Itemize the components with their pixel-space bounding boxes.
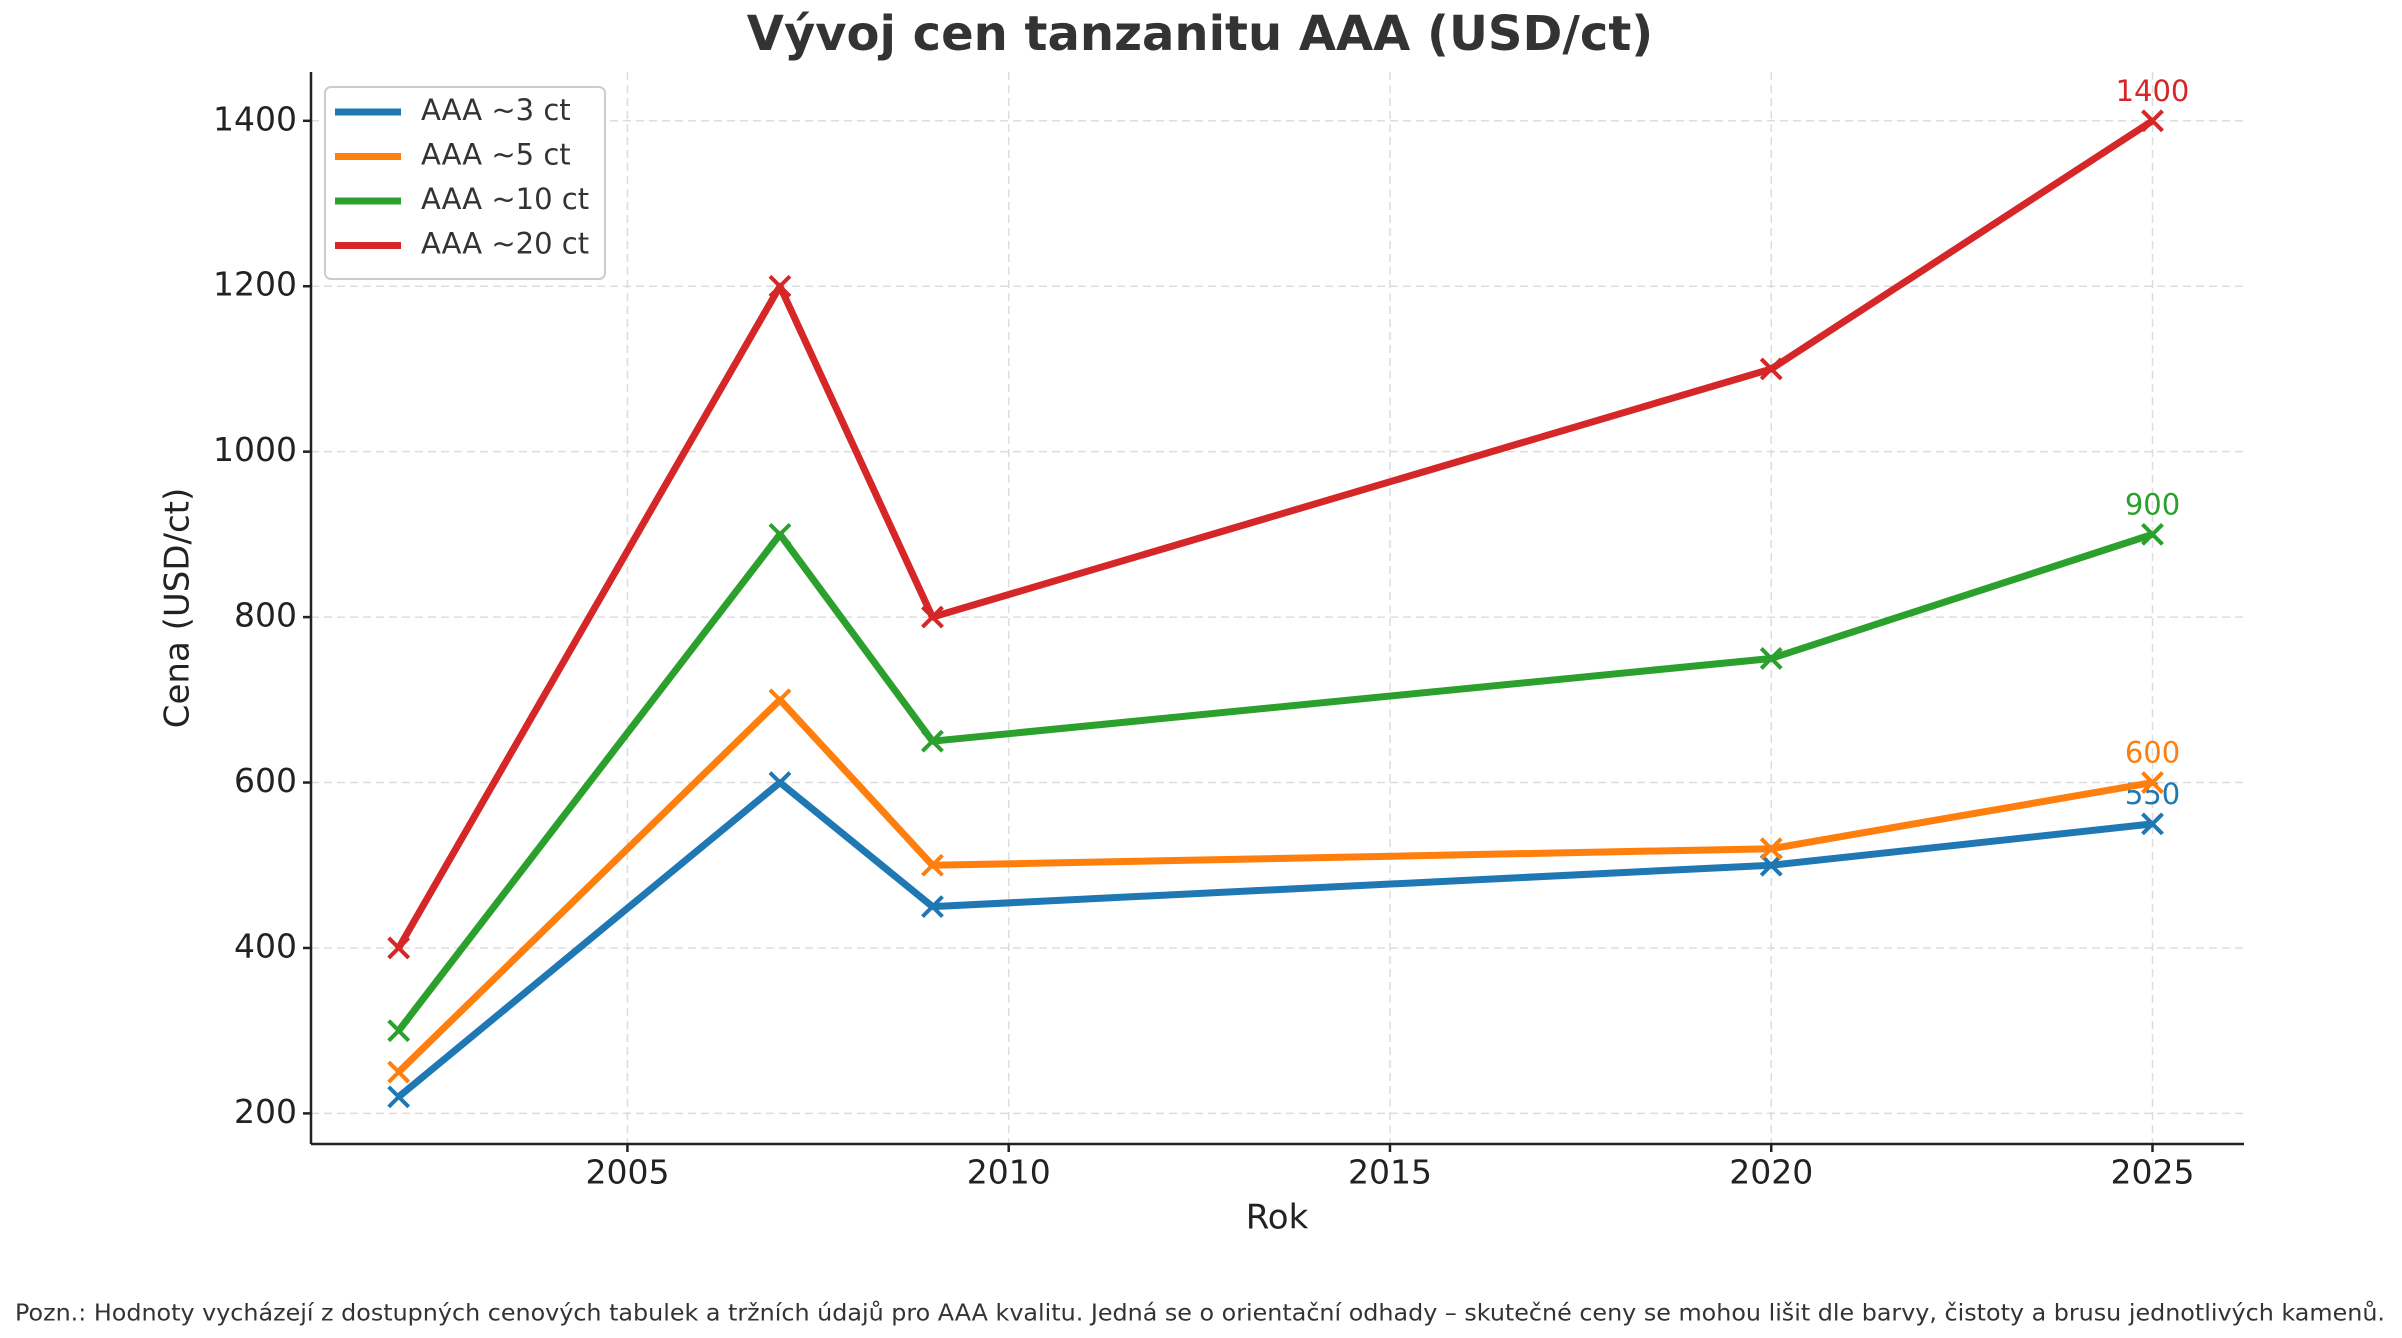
- legend-label: AAA ~10 ct: [421, 182, 589, 216]
- data-label: 1400: [2116, 74, 2190, 108]
- x-tick-label: 2020: [1729, 1153, 1813, 1192]
- marker: [1759, 357, 1783, 381]
- marker: [1759, 853, 1783, 877]
- marker: [2141, 109, 2164, 133]
- marker: [921, 729, 944, 753]
- legend-label: AAA ~3 ct: [421, 93, 571, 127]
- x-tick-label: 2005: [585, 1153, 669, 1192]
- y-tick-label: 400: [234, 926, 297, 965]
- marker: [2141, 522, 2164, 546]
- marker: [768, 274, 792, 298]
- data-label: 900: [2125, 487, 2180, 521]
- marker: [2141, 771, 2164, 794]
- chart-title: Vývoj cen tanzanitu AAA (USD/ct): [747, 6, 1653, 62]
- marker: [387, 936, 411, 960]
- marker: [387, 1019, 411, 1043]
- x-tick-label: 2015: [1348, 1153, 1432, 1192]
- marker: [921, 895, 944, 919]
- series-line: [395, 117, 2155, 950]
- legend-label: AAA ~20 ct: [421, 227, 589, 261]
- marker: [387, 1085, 411, 1109]
- y-tick-label: 800: [234, 596, 297, 635]
- marker: [768, 688, 792, 712]
- y-axis-label: Cena (USD/ct): [158, 488, 198, 729]
- x-axis-label: Rok: [1246, 1198, 1309, 1238]
- y-tick-label: 600: [234, 761, 297, 800]
- legend-label: AAA ~5 ct: [421, 138, 571, 172]
- x-tick-label: 2025: [2111, 1153, 2195, 1192]
- marker: [387, 1060, 411, 1084]
- legend-box: [324, 86, 606, 280]
- marker: [768, 522, 792, 546]
- marker: [1759, 647, 1783, 670]
- marker: [921, 605, 944, 629]
- marker: [768, 771, 792, 794]
- footnote: Pozn.: Hodnoty vycházejí z dostupných ce…: [15, 1300, 2385, 1327]
- series-line: [396, 696, 2154, 1075]
- marker: [1759, 837, 1783, 861]
- marker: [921, 853, 944, 877]
- y-tick-label: 1000: [213, 430, 297, 469]
- data-label: 600: [2125, 736, 2180, 770]
- marker: [2141, 812, 2164, 836]
- x-tick-label: 2010: [967, 1153, 1051, 1192]
- y-tick-label: 1400: [213, 99, 297, 138]
- y-tick-label: 200: [234, 1092, 297, 1131]
- y-tick-label: 1200: [213, 265, 297, 304]
